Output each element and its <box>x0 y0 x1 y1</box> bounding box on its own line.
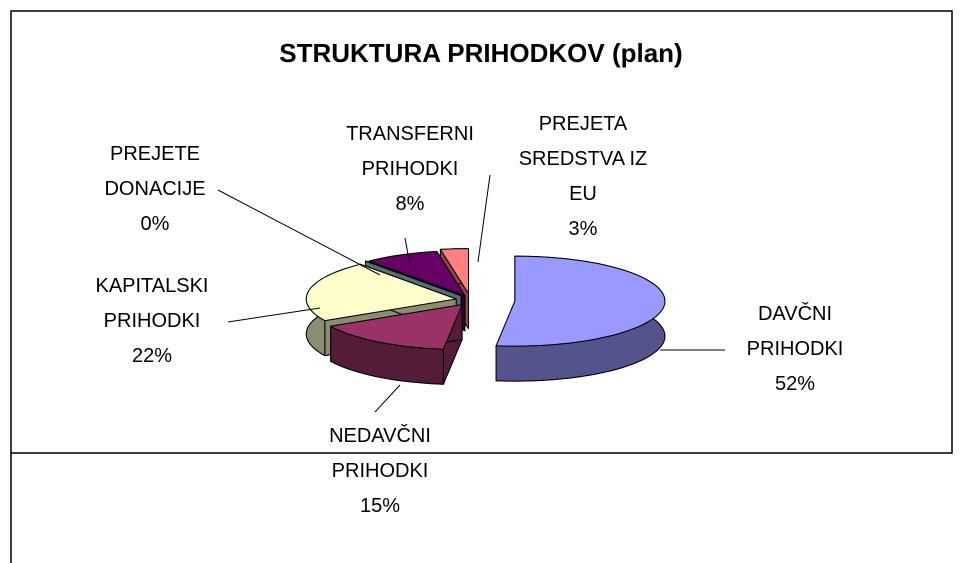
value-label: 15% <box>359 495 401 517</box>
category-label: KAPITALSKI PRIHODKI <box>95 275 209 332</box>
category-label: PREJETA SREDSTVA IZ EU <box>518 113 648 205</box>
chart-title: STRUKTURA PRIHODKOV (plan) <box>279 38 683 68</box>
value-label: 8% <box>395 193 425 215</box>
leader-line <box>477 174 491 263</box>
value-label: 0% <box>140 213 170 235</box>
slice-top <box>330 304 463 350</box>
leader-line <box>227 307 321 323</box>
category-label: NEDAVČNI PRIHODKI <box>329 425 431 482</box>
slice-top <box>439 248 469 295</box>
slice-top <box>495 255 666 347</box>
data-label: TRANSFERNI PRIHODKI 8% <box>335 117 485 222</box>
chart-frame <box>10 10 953 454</box>
slice-top <box>365 260 462 297</box>
value-label: 52% <box>774 373 816 395</box>
leader-line <box>374 384 401 413</box>
data-label: PREJETA SREDSTVA IZ EU 3% <box>518 107 648 247</box>
value-label: 3% <box>568 218 598 240</box>
category-label: TRANSFERNI PRIHODKI <box>346 123 474 180</box>
slice-top <box>305 263 457 322</box>
data-label: PREJETE DONACIJE 0% <box>90 137 220 242</box>
category-label: PREJETE DONACIJE <box>104 143 206 200</box>
leader-line <box>217 189 381 276</box>
leader-line <box>404 237 411 266</box>
data-label: NEDAVČNI PRIHODKI 15% <box>305 419 455 524</box>
data-label: KAPITALSKI PRIHODKI 22% <box>77 269 227 374</box>
category-label: DAVČNI PRIHODKI <box>746 303 844 360</box>
slice-top <box>368 251 466 297</box>
value-label: 22% <box>131 345 173 367</box>
data-label: DAVČNI PRIHODKI 52% <box>720 297 870 402</box>
